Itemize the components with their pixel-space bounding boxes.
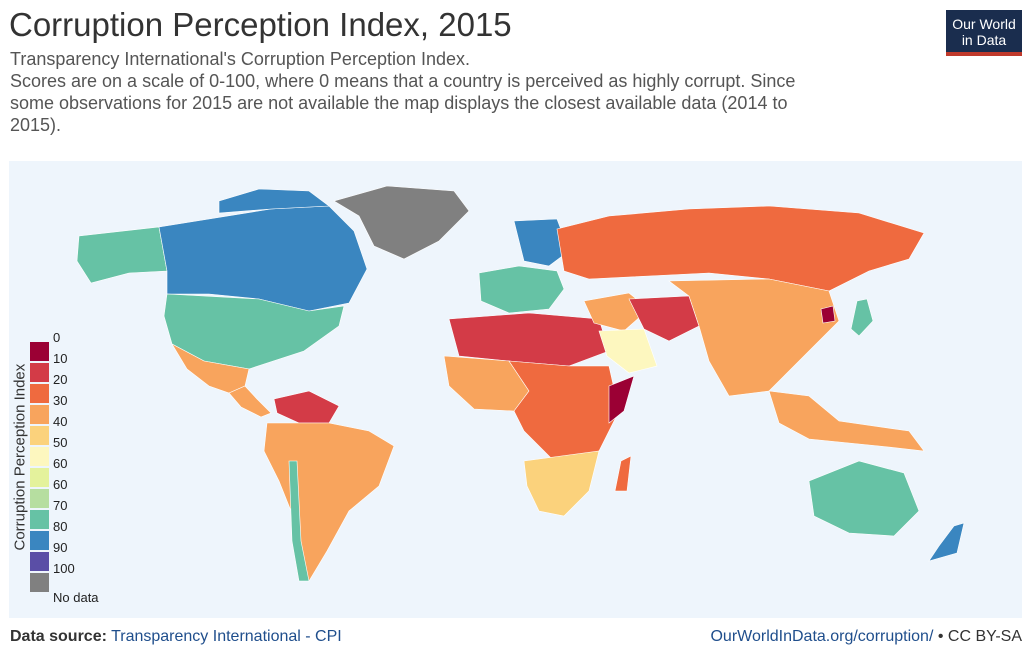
legend-label: 30 [53, 393, 68, 408]
region-europe-west[interactable] [478, 265, 565, 314]
region-usa[interactable] [163, 293, 345, 370]
region-japan[interactable] [850, 298, 874, 337]
region-central-america[interactable] [228, 385, 272, 418]
region-southeast-asia[interactable] [768, 390, 925, 452]
legend-label: 20 [53, 372, 68, 387]
region-south-america[interactable] [263, 422, 395, 582]
region-north-korea[interactable] [820, 305, 836, 324]
license-link[interactable]: • CC BY-SA [933, 628, 1022, 645]
world-map-svg [76, 185, 965, 582]
logo-line-1: Our World [952, 16, 1016, 32]
region-madagascar[interactable] [614, 455, 632, 492]
legend-swatch [30, 468, 49, 487]
legend-label: 90 [53, 540, 68, 555]
legend-swatch [30, 363, 49, 382]
legend-label: 60 [53, 456, 68, 471]
legend-label: 40 [53, 414, 68, 429]
chart-title: Corruption Perception Index, 2015 [9, 6, 512, 43]
region-chile[interactable] [288, 460, 310, 582]
legend-swatch [30, 510, 49, 529]
subtitle-line: Transparency International's Corruption … [10, 49, 471, 69]
legend-title: Corruption Perception Index [11, 363, 29, 551]
region-central-africa[interactable] [508, 360, 620, 462]
data-source: Data source: Transparency International … [10, 628, 342, 646]
region-alaska[interactable] [76, 226, 168, 284]
region-saudi-arabia[interactable] [598, 328, 658, 374]
legend-swatch [30, 426, 49, 445]
legend-swatch [30, 447, 49, 466]
legend-label: 0 [53, 330, 61, 345]
legend-label: 100 [53, 561, 75, 576]
region-somalia[interactable] [608, 375, 635, 424]
region-russia[interactable] [556, 205, 925, 292]
legend-label: 50 [53, 435, 68, 450]
legend-label: 80 [53, 519, 68, 534]
legend-swatch [30, 531, 49, 550]
data-source-link[interactable]: Transparency International - CPI [111, 628, 342, 645]
legend-swatch [30, 552, 49, 571]
region-southern-africa[interactable] [523, 450, 600, 517]
owid-url-link[interactable]: OurWorldInData.org/corruption/ [710, 628, 934, 645]
legend-swatch [30, 489, 49, 508]
legend-swatch [30, 573, 49, 592]
subtitle-line: some observations for 2015 are not avail… [10, 93, 788, 113]
subtitle-line: 2015). [10, 115, 62, 135]
subtitle-line: Scores are on a scale of 0-100, where 0 … [10, 71, 796, 91]
region-new-zealand[interactable] [928, 522, 965, 562]
legend-swatch [30, 342, 49, 361]
region-greenland[interactable] [333, 185, 470, 260]
legend-swatch [30, 405, 49, 424]
legend-label-no-data: No data [53, 590, 99, 605]
data-source-label: Data source: [10, 628, 107, 645]
region-australia[interactable] [808, 460, 920, 537]
footer-links: OurWorldInData.org/corruption/ • CC BY-S… [710, 628, 1022, 646]
region-venezuela[interactable] [273, 390, 340, 424]
region-scandinavia[interactable] [513, 218, 570, 267]
legend: Corruption Perception Index 0 10 20 30 4… [10, 328, 120, 608]
region-canada[interactable] [218, 188, 330, 214]
region-north-africa[interactable] [448, 312, 610, 367]
legend-swatch [30, 384, 49, 403]
region-afghanistan[interactable] [628, 295, 700, 342]
legend-label: 70 [53, 498, 68, 513]
chart-subtitle: Transparency International's Corruption … [10, 48, 910, 136]
legend-label: 60 [53, 477, 68, 492]
logo-line-2: in Data [961, 32, 1007, 48]
owid-logo[interactable]: Our World in Data [946, 10, 1022, 56]
region-china-india[interactable] [668, 278, 840, 397]
world-map[interactable] [9, 161, 1022, 618]
legend-label: 10 [53, 351, 68, 366]
